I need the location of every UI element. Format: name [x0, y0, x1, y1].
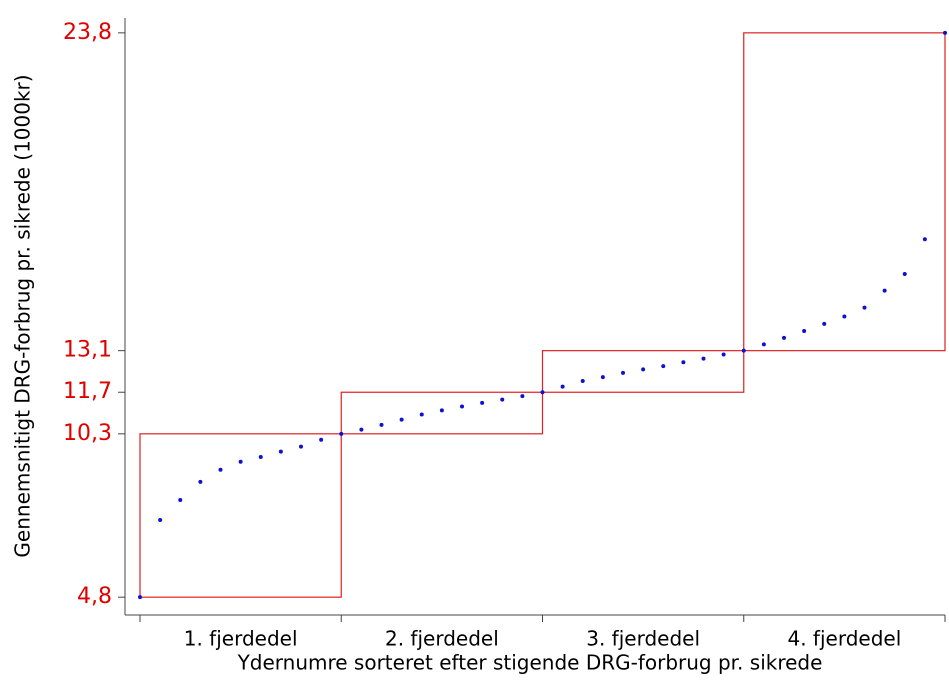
point [943, 30, 947, 35]
point [842, 314, 847, 319]
quartile-box [541, 350, 745, 393]
point [379, 422, 384, 427]
point [138, 595, 142, 600]
y-tick-label: 23,8 [63, 20, 112, 45]
point [258, 454, 263, 459]
point [862, 305, 867, 310]
point [761, 342, 766, 347]
point [460, 404, 464, 409]
point [359, 427, 364, 432]
point [238, 459, 243, 464]
x-tick-label: 3. fjerdedel [586, 627, 700, 651]
point [399, 417, 404, 422]
x-tick-label: 4. fjerdedel [787, 627, 901, 651]
y-tick-label: 13,1 [63, 338, 112, 363]
x-tick-label: 1. fjerdedel [184, 627, 298, 651]
point [299, 444, 303, 449]
y-tick-label: 10,3 [63, 421, 112, 446]
quartile-box [743, 32, 946, 352]
point [540, 390, 545, 395]
point [198, 479, 203, 484]
point [158, 517, 163, 522]
x-axis-title: Ydernumre sorteret efter stigende DRG-fo… [237, 651, 823, 675]
point [480, 400, 485, 405]
point [641, 367, 646, 372]
point [218, 467, 223, 472]
point [600, 375, 605, 380]
point [701, 356, 706, 361]
y-tick-label: 4,8 [77, 584, 112, 609]
point [802, 329, 807, 334]
point [681, 360, 686, 365]
point [520, 394, 525, 399]
quartile-box [139, 433, 342, 598]
y-axis-title: Gennemsnitigt DRG-forbrug pr. sikrede (1… [11, 74, 35, 557]
point [560, 384, 565, 389]
point [782, 335, 786, 340]
point [278, 449, 283, 454]
point [500, 397, 505, 402]
point [902, 272, 907, 277]
point [741, 348, 746, 353]
point [882, 288, 887, 293]
point [339, 431, 344, 436]
point [661, 364, 666, 369]
point [822, 321, 827, 326]
quartile-box [340, 391, 544, 435]
point [178, 498, 183, 503]
point [580, 378, 585, 383]
point [922, 237, 927, 242]
x-tick-label: 2. fjerdedel [385, 627, 499, 651]
point [621, 370, 625, 375]
point [439, 408, 444, 413]
point [419, 412, 424, 417]
point [721, 352, 726, 357]
y-tick-label: 11,7 [63, 379, 112, 404]
point [319, 437, 324, 442]
